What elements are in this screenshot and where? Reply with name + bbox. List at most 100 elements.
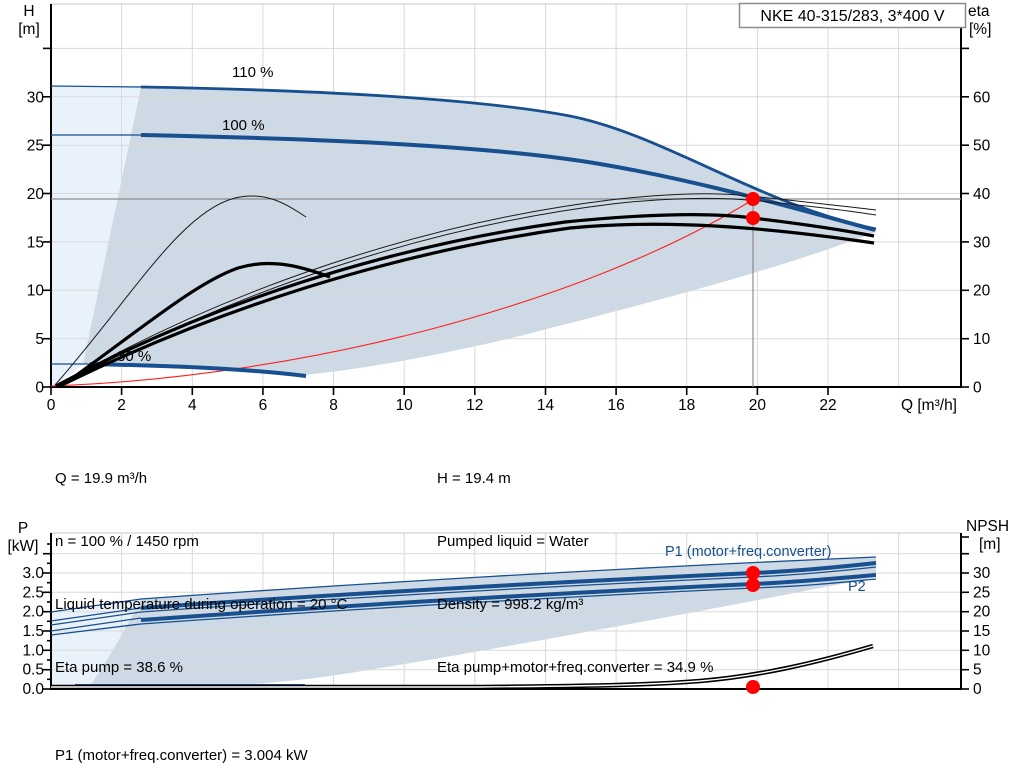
y-tick-label: 15 xyxy=(27,234,44,251)
y-tick-label: 30 xyxy=(27,89,45,106)
npsh-point-marker xyxy=(746,680,760,694)
power-left-tickmarks xyxy=(43,543,51,690)
curve-30-percent xyxy=(89,362,307,378)
x-tick-label: 10 xyxy=(396,397,414,414)
info-line: Liquid temperature during operation = 20… xyxy=(55,596,348,613)
info-line: Eta pump+motor+freq.converter = 34.9 % xyxy=(437,659,714,676)
y-tick-label: 10 xyxy=(27,283,45,300)
y-tick-label: 1.0 xyxy=(22,642,44,659)
x-tick-label: 20 xyxy=(749,397,767,414)
p2-lead xyxy=(50,617,142,632)
p1-curve-label: P1 (motor+freq.converter) xyxy=(665,544,831,560)
p-axis-unit: [kW] xyxy=(8,538,39,555)
power-right-tickmarks xyxy=(961,536,969,690)
y-tick-label: 25 xyxy=(27,138,44,155)
x-tick-label: 14 xyxy=(537,397,555,414)
pump-title: NKE 40-315/283, 3*400 V xyxy=(760,8,944,25)
duty-point-marker xyxy=(746,192,760,206)
eta-hairline-arc xyxy=(54,195,307,386)
y-tick-label: 0 xyxy=(35,380,44,397)
info-line: n = 100 % / 1450 rpm xyxy=(55,533,199,550)
p-axis-title: P xyxy=(18,520,28,537)
y-tick-label: 60 xyxy=(973,89,991,106)
x-tick-label: 2 xyxy=(117,397,126,414)
label-30-percent: 30 % xyxy=(117,348,151,365)
pump-title-box xyxy=(738,2,967,29)
eta-lower-curve xyxy=(57,222,875,389)
npsh-curve-core xyxy=(51,645,874,688)
y-tick-label: 2.0 xyxy=(22,604,44,621)
x-tick-label: 16 xyxy=(607,397,624,414)
power-envelope-area xyxy=(88,557,876,689)
npsh-axis-title: NPSH xyxy=(966,518,1009,535)
eta-total-point-marker xyxy=(746,211,760,225)
p2-lower-thin xyxy=(50,578,877,636)
y-tick-label: 15 xyxy=(973,623,990,640)
y-tick-label: 20 xyxy=(973,604,991,621)
operating-point-text-left: Q = 19.9 m³/h n = 100 % / 1450 rpm Liqui… xyxy=(55,426,347,699)
p1-envelope-top xyxy=(50,556,877,613)
power-result-text: P1 (motor+freq.converter) = 3.004 kW P2 … xyxy=(55,703,308,781)
y-tick-label: 10 xyxy=(973,642,991,659)
eta-peaked-curve xyxy=(59,261,331,389)
x-tick-label: 8 xyxy=(329,397,338,414)
y-tick-label: 5 xyxy=(35,331,44,348)
npsh-axis-unit: [m] xyxy=(979,536,1001,553)
eta-upper-hairline-a xyxy=(56,193,877,387)
y-tick-label: 30 xyxy=(973,234,991,251)
p1-point-marker xyxy=(746,566,760,580)
y-tick-label: 20 xyxy=(27,186,45,203)
power-gridlines xyxy=(51,533,961,689)
eta-upper-hairline-b xyxy=(58,197,877,388)
qh-x-tick-labels: 0 2 4 6 8 10 12 14 16 18 20 22 xyxy=(47,397,837,414)
eta-axis-unit: [%] xyxy=(969,21,991,38)
x-tick-label: 18 xyxy=(678,397,695,414)
h-axis-title: H xyxy=(23,3,34,20)
h-axis-unit: [m] xyxy=(18,21,40,38)
y-tick-label: 0.5 xyxy=(22,662,44,679)
power-left-tick-labels: 0.0 0.5 1.0 1.5 2.0 2.5 3.0 xyxy=(22,565,44,698)
q-axis-title: Q [m³/h] xyxy=(901,397,957,414)
y-tick-label: 0.0 xyxy=(22,681,44,698)
info-line: Pumped liquid = Water xyxy=(437,533,589,550)
curve-110-lead xyxy=(50,85,142,88)
info-line: Q = 19.9 m³/h xyxy=(55,470,148,487)
info-line: Density = 998.2 kg/m³ xyxy=(437,596,584,613)
x-tick-label: 12 xyxy=(466,397,483,414)
y-tick-label: 50 xyxy=(973,138,991,155)
p2-curve-label: P2 xyxy=(848,579,866,595)
y-tick-label: 0 xyxy=(973,380,982,397)
y-tick-label: 25 xyxy=(973,584,990,601)
curve-100-percent xyxy=(140,133,876,232)
affinity-parabola xyxy=(50,198,755,387)
eta-axis-title: eta xyxy=(968,3,990,20)
p1-curve xyxy=(140,561,877,610)
qh-left-tickmarks xyxy=(43,47,51,388)
y-tick-label: 5 xyxy=(973,662,982,679)
p1-lower-thin xyxy=(50,566,877,626)
y-tick-label: 0 xyxy=(973,681,982,698)
x-tick-label: 22 xyxy=(819,397,836,414)
qh-x-tickmarks xyxy=(50,387,829,395)
y-tick-label: 20 xyxy=(973,283,991,300)
y-tick-label: 2.5 xyxy=(22,584,44,601)
speed-range-pale-area xyxy=(51,86,141,387)
qh-left-tick-labels: 0 5 10 15 20 25 30 xyxy=(27,89,45,396)
label-100-percent: 100 % xyxy=(222,117,265,134)
x-tick-label: 4 xyxy=(188,397,197,414)
qh-right-tick-labels: 0 10 20 30 40 50 60 xyxy=(973,89,991,396)
power-npsh-chart: P1 (motor+freq.converter) P2 0.0 0.5 1.0… xyxy=(8,518,1010,698)
p2-point-marker xyxy=(746,578,760,592)
operating-point-text-right: H = 19.4 m Pumped liquid = Water Density… xyxy=(437,426,713,699)
info-line: H = 19.4 m xyxy=(437,470,511,487)
y-tick-label: 1.5 xyxy=(22,623,44,640)
qh-gridlines xyxy=(51,4,961,387)
y-tick-label: 30 xyxy=(973,565,991,582)
info-line: Eta pump = 38.6 % xyxy=(55,659,183,676)
p1-lead xyxy=(50,607,142,622)
x-tick-label: 6 xyxy=(259,397,268,414)
info-line: P1 (motor+freq.converter) = 3.004 kW xyxy=(55,747,308,764)
y-tick-label: 40 xyxy=(973,186,991,203)
